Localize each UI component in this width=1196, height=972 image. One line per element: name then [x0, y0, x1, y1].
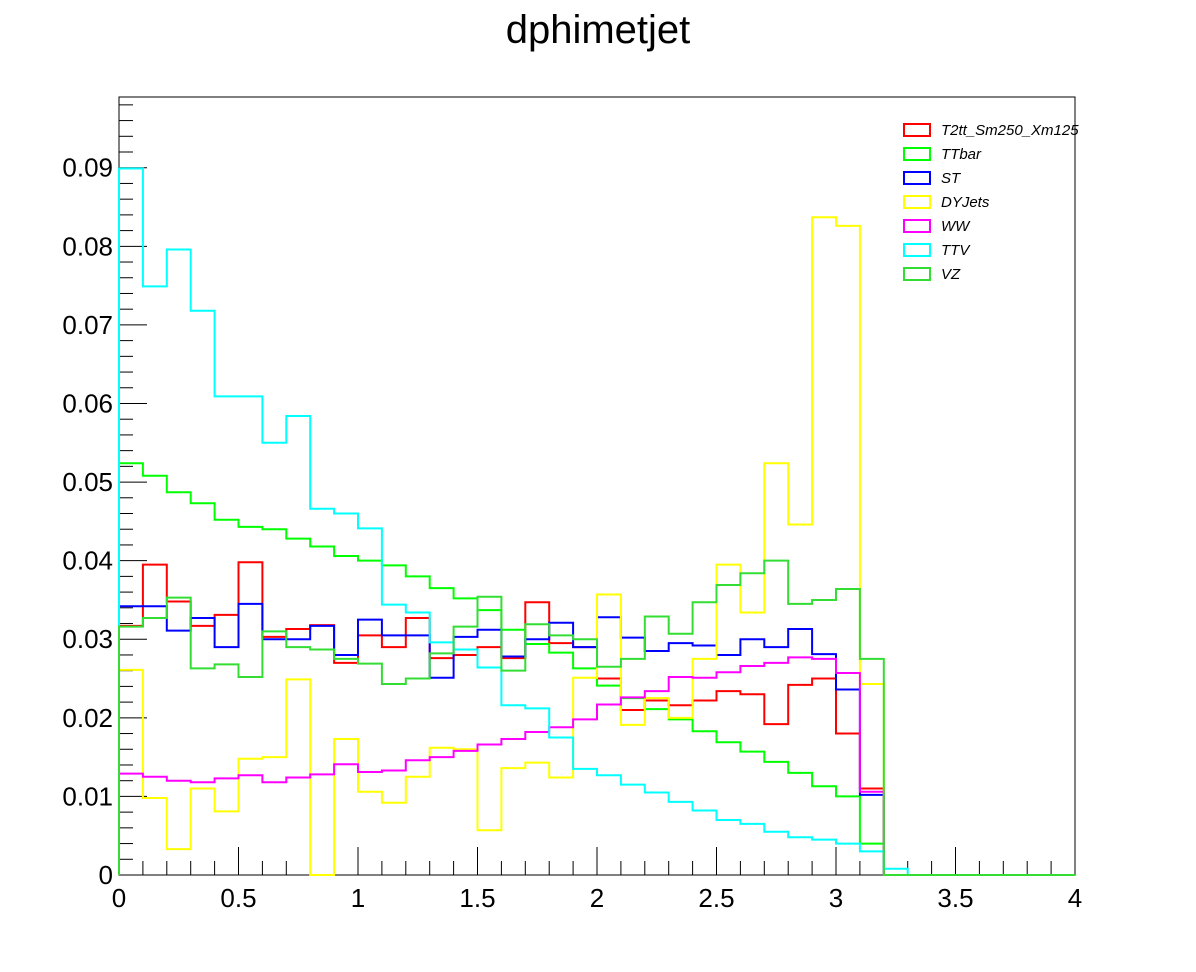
x-tick-label: 2.5: [698, 883, 734, 913]
y-tick-label: 0.05: [62, 467, 113, 497]
legend-entry: TTV: [895, 238, 1125, 262]
legend-label: TTV: [941, 241, 970, 259]
legend-label: WW: [941, 217, 970, 235]
series-line-vz: [118, 559, 1075, 876]
y-tick-label: 0.09: [62, 153, 113, 183]
legend-entry: DYJets: [895, 190, 1125, 214]
legend-swatch: [903, 243, 931, 257]
y-tick-label: 0.04: [62, 546, 113, 576]
x-tick-label: 3.5: [937, 883, 973, 913]
y-tick-label: 0.08: [62, 231, 113, 261]
legend: T2tt_Sm250_Xm125 TTbar ST DYJets WW TTV VZ: [895, 118, 1125, 286]
x-tick-label: 4: [1068, 883, 1082, 913]
legend-entry: T2tt_Sm250_Xm125: [895, 118, 1125, 142]
legend-swatch: [903, 195, 931, 209]
legend-entry: TTbar: [895, 142, 1125, 166]
legend-swatch: [903, 123, 931, 137]
legend-label: VZ: [941, 265, 961, 283]
legend-label: T2tt_Sm250_Xm125: [941, 121, 1079, 139]
legend-label: ST: [941, 169, 961, 187]
legend-entry: VZ: [895, 262, 1125, 286]
series-line-dyjets: [118, 216, 1075, 876]
y-tick-label: 0.07: [62, 310, 113, 340]
x-tick-label: 0.5: [220, 883, 256, 913]
chart-title: dphimetjet: [505, 8, 691, 52]
y-tick-label: 0: [99, 860, 113, 890]
series-line-ww: [118, 656, 1075, 876]
x-tick-label: 0: [112, 883, 126, 913]
legend-entry: ST: [895, 166, 1125, 190]
legend-label: DYJets: [941, 193, 990, 211]
y-tick-label: 0.03: [62, 624, 113, 654]
legend-swatch: [903, 171, 931, 185]
legend-swatch: [903, 147, 931, 161]
x-tick-label: 1.5: [459, 883, 495, 913]
series-line-ttv: [118, 167, 1075, 876]
x-tick-label: 3: [829, 883, 843, 913]
y-tick-label: 0.06: [62, 388, 113, 418]
x-tick-label: 2: [590, 883, 604, 913]
y-tick-label: 0.02: [62, 703, 113, 733]
legend-entry: WW: [895, 214, 1125, 238]
x-tick-label: 1: [351, 883, 365, 913]
legend-label: TTbar: [941, 145, 982, 163]
y-tick-label: 0.01: [62, 781, 113, 811]
legend-swatch: [903, 267, 931, 281]
legend-swatch: [903, 219, 931, 233]
